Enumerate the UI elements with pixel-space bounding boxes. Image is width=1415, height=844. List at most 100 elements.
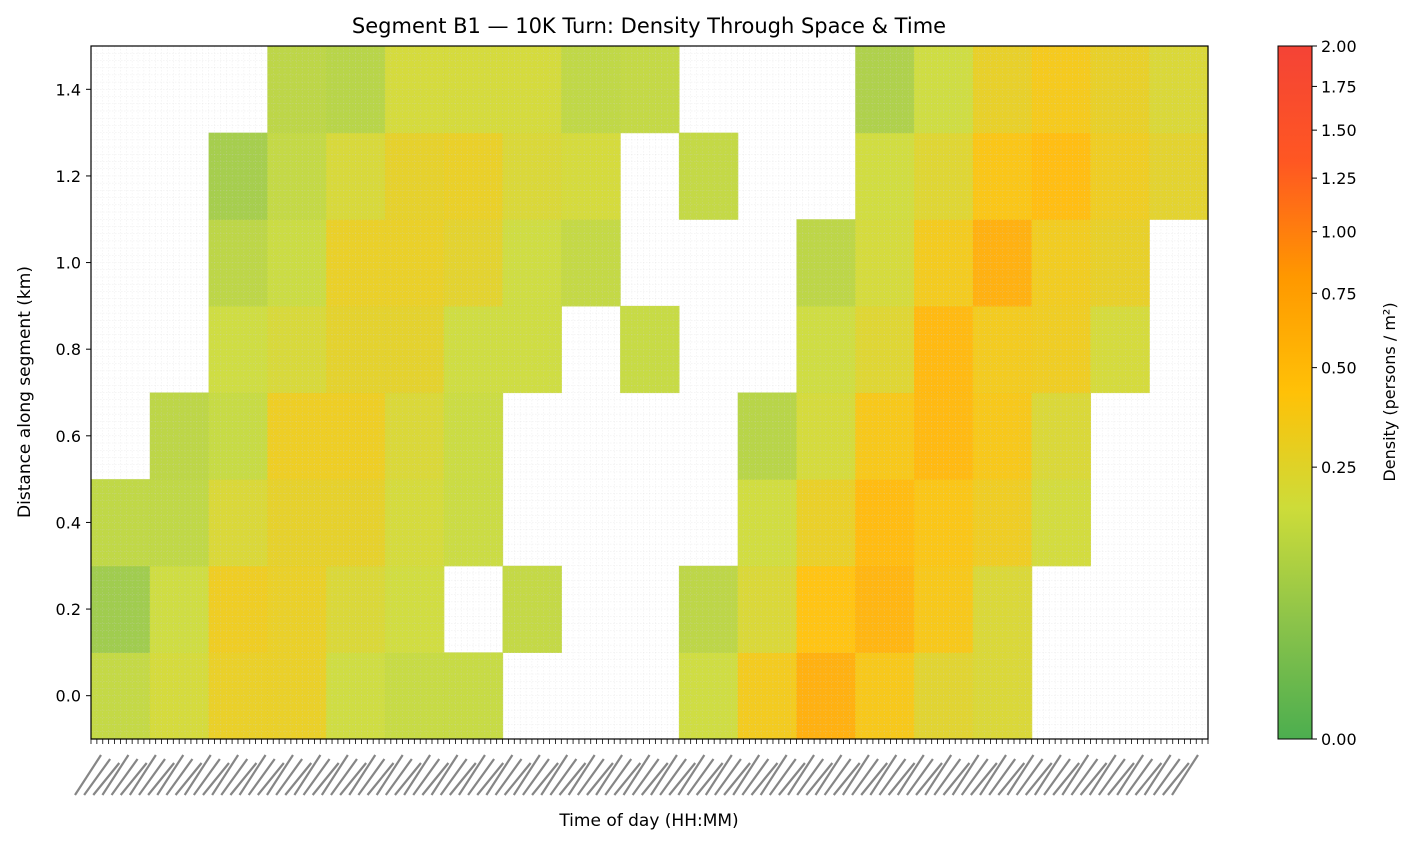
heatmap-cell [620,305,680,394]
heatmap-cell [678,565,739,653]
x-tick-label-clutter [576,758,605,796]
x-tick-label-clutter [512,754,541,796]
heatmap-cell [737,565,798,653]
x-tick-label-clutter [266,754,294,796]
heatmap-cell [737,652,798,740]
x-tick-label-clutter [869,754,898,796]
x-tick-label-clutter [759,754,788,796]
x-tick-label-clutter [677,754,706,796]
x-tick-label-clutter [997,762,1026,796]
colorbar-tick-label: 0.75 [1321,284,1357,303]
x-tick-label-clutter [439,758,468,796]
heatmap-cell [91,652,151,740]
x-tick-label-clutter [933,758,962,796]
heatmap-cell [326,305,386,394]
x-tick-label-clutter [604,758,633,796]
heatmap-cell [267,46,327,134]
x-tick-label-clutter [732,754,761,796]
colorbar-tick-label: 0.50 [1321,359,1357,378]
x-tick-label-clutter [522,758,550,796]
heatmap-cell [443,132,504,220]
heatmap-cell [384,46,445,134]
x-tick-label-clutter [823,758,852,796]
x-tick-label-clutter [1052,762,1081,796]
heatmap-cell [502,565,562,653]
y-tick-label: 1.0 [56,254,81,273]
heatmap-cell [443,479,504,567]
heatmap-cell [326,132,386,220]
x-tick-label-clutter [531,762,559,796]
heatmap-cell [855,305,915,394]
x-tick-label-clutter [841,754,870,796]
x-tick-label-clutter [970,762,998,796]
x-tick-label-clutter [832,762,861,796]
x-tick-label-clutter [1134,762,1163,796]
heatmap-cell [208,132,268,220]
x-tick-label-clutter [339,762,367,796]
x-tick-label-clutter [586,762,614,796]
x-tick-label-clutter [1162,762,1190,796]
heatmap-cell [796,479,856,567]
x-tick-label-clutter [302,758,331,796]
heatmap-cell [326,392,386,480]
x-tick-label-clutter [942,762,971,796]
x-tick-label-clutter [467,758,495,796]
heatmap-cell [502,305,562,394]
x-tick-label-clutter [412,758,441,796]
x-tick-label-clutter [622,754,651,796]
x-tick-label-clutter [768,758,797,796]
heatmap-cell [561,46,621,134]
colorbar-tick-label: 1.75 [1321,77,1357,96]
x-tick-label-clutter [567,754,596,796]
heatmap-cell [914,305,974,394]
heatmap-cell [972,46,1033,134]
heatmap-cell [267,132,327,220]
x-tick-label-clutter [1070,758,1099,796]
heatmap-cell [972,565,1033,653]
heatmap-cell [855,132,915,220]
heatmap-cell [972,305,1033,394]
heatmap-cell [149,565,210,653]
y-tick-label: 0.6 [56,427,81,446]
colorbar-tick-label: 0.25 [1321,458,1357,477]
heatmap-cell [972,479,1033,567]
heatmap-cell [149,479,210,567]
x-tick-label-clutter [503,762,532,796]
heatmap-cell [1149,132,1209,220]
x-tick-label-clutter [714,758,742,796]
heatmap-cell [1031,392,1092,480]
x-tick-label-clutter [138,758,166,796]
heatmap-cell [149,392,210,480]
x-axis-label: Time of day (HH:MM) [558,811,738,831]
heatmap-cell [384,479,445,567]
x-tick-label-clutter [1015,758,1044,796]
x-tick-label-clutter [494,758,523,796]
x-tick-label-clutter [1152,758,1181,796]
heatmap-cell [326,479,386,567]
x-tick-label-clutter [960,758,989,796]
heatmap-cell [1149,46,1209,134]
heatmap-cell [326,46,386,134]
chart-title: Segment B1 — 10K Turn: Density Through S… [352,14,946,38]
heatmap-cell [855,392,915,480]
x-tick-label-clutter [750,762,779,796]
heatmap-cell [1031,219,1092,307]
heatmap-cell [384,305,445,394]
x-tick-label-clutter [238,754,267,796]
heatmap-cell [384,132,445,220]
x-tick-label-clutter [595,754,623,796]
heatmap-cell [91,565,151,653]
heatmap-cell [914,219,974,307]
x-tick-label-clutter [905,758,934,796]
x-tick-label-clutter [650,754,678,796]
x-tick-label-clutter [951,754,980,796]
x-tick-label-clutter [284,762,313,796]
x-tick-label-clutter [915,762,943,796]
x-tick-label-clutter [988,758,1017,796]
x-tick-label-clutter [741,758,770,796]
heatmap-cell [208,392,268,480]
x-tick-label-clutter [128,754,157,796]
x-tick-label-clutter [979,754,1007,796]
heatmap-cell [208,652,268,740]
x-tick-label-clutter [613,762,642,796]
